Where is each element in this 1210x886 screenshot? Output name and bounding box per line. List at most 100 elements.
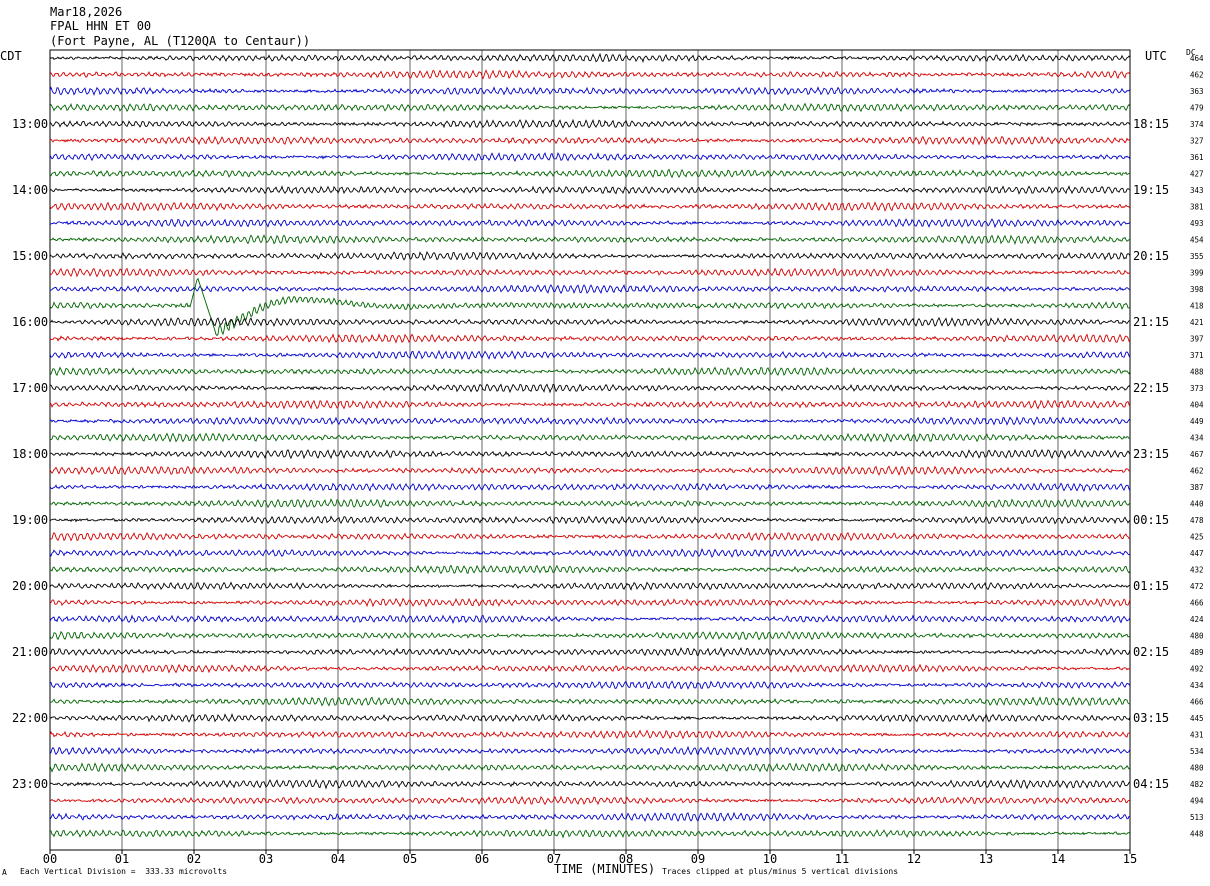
dc-offset-label: 464 — [1190, 54, 1204, 63]
dc-offset-label: 489 — [1190, 648, 1204, 657]
x-tick-label: 10 — [763, 852, 777, 866]
right-hour-label: 23:15 — [1133, 447, 1169, 461]
dc-offset-label: 397 — [1190, 335, 1204, 344]
x-tick-label: 15 — [1123, 852, 1137, 866]
left-hour-label: 21:00 — [12, 645, 48, 659]
trace-row — [49, 762, 1131, 773]
x-axis: 00 01 02 03 04 05 06 07 08 09 10 11 12 13 14 15 — [43, 850, 1137, 866]
x-tick-label: 01 — [115, 852, 129, 866]
dc-offset-label: 363 — [1190, 87, 1204, 96]
dc-offset-label: 445 — [1190, 714, 1204, 723]
trace-row — [49, 597, 1131, 608]
dc-offset-label: 467 — [1190, 450, 1204, 459]
trace-row — [50, 680, 1131, 690]
trace-row — [49, 498, 1131, 509]
dc-offset-label: 404 — [1190, 401, 1204, 410]
trace-row — [49, 696, 1131, 707]
trace-row — [49, 267, 1131, 278]
left-hour-label: 20:00 — [12, 579, 48, 593]
dc-offset-label: 488 — [1190, 368, 1204, 377]
dc-offset-label: 513 — [1190, 813, 1204, 822]
dc-offset-label: 448 — [1190, 830, 1204, 839]
location-label: (Fort Payne, AL (T120QA to Centaur)) — [50, 34, 311, 48]
x-tick-label: 11 — [835, 852, 849, 866]
footer-mark: A — [2, 868, 7, 877]
dc-offset-label: 482 — [1190, 780, 1204, 789]
dc-offset-label: 454 — [1190, 236, 1204, 245]
dc-offset-label: 398 — [1190, 285, 1204, 294]
trace-row — [49, 663, 1131, 674]
dc-offset-label: 343 — [1190, 186, 1204, 195]
trace-row — [49, 366, 1131, 377]
dc-offset-label: 371 — [1190, 351, 1204, 360]
trace-row — [49, 152, 1131, 162]
trace-row — [49, 316, 1130, 328]
x-tick-label: 12 — [907, 852, 921, 866]
date-label: Mar18,2026 — [50, 5, 123, 19]
trace-row — [49, 349, 1131, 360]
left-hour-label: 15:00 — [12, 249, 48, 263]
trace-row — [49, 531, 1131, 542]
dc-offset-label: 399 — [1190, 269, 1204, 278]
trace-row — [49, 614, 1131, 625]
x-tick-label: 06 — [475, 852, 489, 866]
trace-row — [49, 201, 1131, 212]
dc-offset-label: 434 — [1190, 434, 1204, 443]
trace-row — [49, 713, 1131, 723]
trace-row — [49, 250, 1131, 261]
dc-offset-label: 447 — [1190, 549, 1204, 558]
trace-row — [49, 515, 1131, 525]
trace-row — [49, 283, 1131, 295]
x-tick-label: 00 — [43, 852, 57, 866]
trace-row — [49, 218, 1131, 229]
right-hour-label: 00:15 — [1133, 513, 1169, 527]
dc-offset-label: 387 — [1190, 483, 1204, 492]
trace-row — [49, 828, 1131, 839]
trace-row — [49, 745, 1131, 756]
trace-row — [49, 185, 1131, 195]
dc-offset-label: 472 — [1190, 582, 1204, 591]
right-hour-label: 19:15 — [1133, 183, 1169, 197]
dc-offset-label: 462 — [1190, 467, 1204, 476]
trace-row — [49, 581, 1131, 591]
trace-row — [49, 564, 1131, 575]
trace-row — [49, 399, 1131, 410]
dc-offset-label: 466 — [1190, 698, 1204, 707]
dc-offset-label: 381 — [1190, 203, 1204, 212]
left-hour-label: 23:00 — [12, 777, 48, 791]
trace-row — [49, 795, 1131, 806]
dc-offset-label: 427 — [1190, 170, 1204, 179]
trace-row — [49, 811, 1130, 822]
x-tick-label: 07 — [547, 852, 561, 866]
left-hour-label: 19:00 — [12, 513, 48, 527]
trace-row — [49, 52, 1131, 64]
right-hour-label: 01:15 — [1133, 579, 1169, 593]
dc-offset-label: 492 — [1190, 665, 1204, 674]
x-tick-label: 09 — [691, 852, 705, 866]
dc-offset-label: 440 — [1190, 500, 1204, 509]
plot-frame — [49, 49, 1131, 851]
dc-offset-label: 424 — [1190, 615, 1204, 624]
left-hour-label: 14:00 — [12, 183, 48, 197]
dc-offset-label: 478 — [1190, 516, 1204, 525]
left-zone-label: CDT — [0, 49, 22, 63]
x-tick-label: 14 — [1051, 852, 1065, 866]
dc-offset-label: 327 — [1190, 137, 1204, 146]
scale-note: Each Vertical Division = 333.33 microvol… — [20, 867, 228, 876]
right-hour-label: 02:15 — [1133, 645, 1169, 659]
seismic-traces — [49, 52, 1131, 839]
trace-row — [49, 135, 1131, 146]
right-hour-label: 21:15 — [1133, 315, 1169, 329]
dc-offset-label: 434 — [1190, 681, 1204, 690]
dc-offset-label: 373 — [1190, 384, 1204, 393]
dc-label: DC — [1186, 48, 1196, 57]
station-label: FPAL HHN ET 00 — [50, 19, 152, 33]
x-tick-label: 03 — [259, 852, 273, 866]
x-axis-title: TIME (MINUTES) — [554, 862, 656, 876]
dc-offset-label: 418 — [1190, 302, 1204, 311]
trace-row — [49, 69, 1131, 80]
dc-offset-label: 421 — [1190, 318, 1204, 327]
x-tick-label: 13 — [979, 852, 993, 866]
trace-row — [49, 482, 1131, 492]
